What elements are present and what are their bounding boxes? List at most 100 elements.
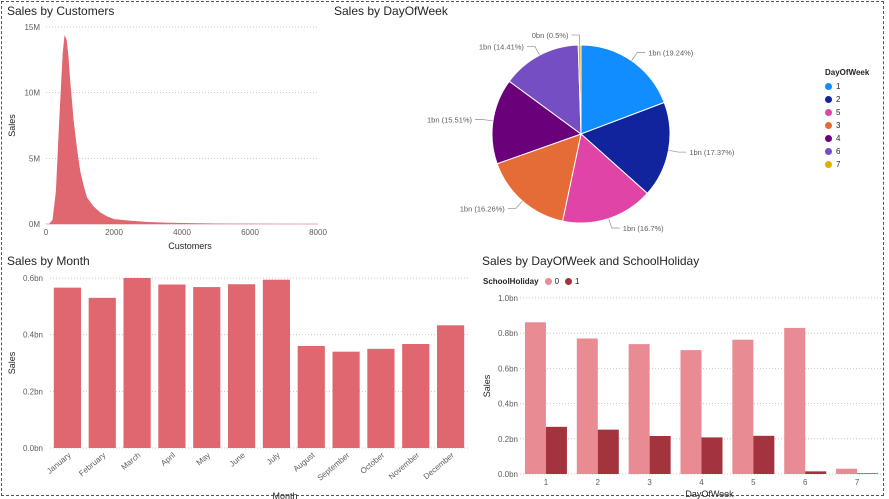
legend-title: SchoolHoliday xyxy=(483,277,539,286)
x-tick-label: 5 xyxy=(751,478,756,487)
pie-leader-line xyxy=(668,149,687,153)
bar-july xyxy=(262,279,291,448)
pie-leader-line xyxy=(631,52,646,61)
bar-day5-holiday1 xyxy=(753,435,775,474)
x-tick-label: March xyxy=(120,451,143,472)
bar-march xyxy=(123,278,151,448)
x-tick-label: July xyxy=(265,451,282,467)
sales-by-dayofweek-visual[interactable]: Sales by DayOfWeek 1bn (19.24%) 1bn (17.3… xyxy=(329,2,884,252)
pie-data-label: 0bn (0.5%) xyxy=(532,31,569,40)
pie-leader-line xyxy=(526,45,540,56)
bar-january xyxy=(53,287,82,448)
legend-item-3[interactable]: 3 xyxy=(825,119,869,132)
y-tick-label: 15M xyxy=(24,23,40,32)
legend-marker xyxy=(544,278,552,285)
x-tick-label: April xyxy=(159,451,177,468)
legend-marker xyxy=(825,83,832,90)
visual-title: Sales by Customers xyxy=(7,4,115,18)
pie-legend: DayOfWeek 1 2 5 3 4 6 7 xyxy=(825,68,869,171)
pie-slice-6 xyxy=(508,44,582,136)
legend-label: 7 xyxy=(836,160,841,169)
legend-item-0[interactable]: 0 xyxy=(554,277,560,286)
y-tick-label: 0.4bn xyxy=(23,331,43,340)
sales-by-month-chart: 0.0bn 0.2bn 0.4bn 0.6bn January February March… xyxy=(7,274,468,499)
y-tick-label: 1.0bn xyxy=(498,294,518,303)
bar-day3-holiday0 xyxy=(628,344,650,474)
x-tick-label: June xyxy=(228,450,247,468)
bar-day6-holiday1 xyxy=(805,471,827,474)
bar-day6-holiday0 xyxy=(784,327,806,474)
visual-title: Sales by DayOfWeek and SchoolHoliday xyxy=(482,254,700,268)
y-tick-label: 0.4bn xyxy=(498,400,518,409)
legend-item-4[interactable]: 4 xyxy=(825,132,869,145)
y-tick-label: 5M xyxy=(29,154,40,163)
legend-marker xyxy=(825,109,832,116)
x-tick-label: December xyxy=(422,450,456,481)
bar-september xyxy=(332,351,360,448)
y-axis-title: Sales xyxy=(482,374,492,397)
x-tick-label: 6 xyxy=(803,478,808,487)
bar-october xyxy=(367,348,395,448)
legend-item-7[interactable]: 7 xyxy=(825,158,869,171)
sales-by-dayofweek-and-schoolholiday-visual[interactable]: Sales by DayOfWeek and SchoolHoliday Sch… xyxy=(477,252,885,499)
y-tick-label: 0.8bn xyxy=(498,329,518,338)
y-tick-label: 0.6bn xyxy=(498,364,518,373)
y-tick-label: 0.0bn xyxy=(498,470,518,479)
legend-label: 4 xyxy=(836,134,841,143)
pie-data-label: 1bn (19.24%) xyxy=(648,49,694,58)
legend-item-5[interactable]: 5 xyxy=(825,106,869,119)
x-tick-label: 0 xyxy=(44,228,49,237)
pie-slice-2 xyxy=(580,101,671,195)
pie-leader-line xyxy=(475,119,494,122)
bar-december xyxy=(436,325,465,448)
y-tick-label: 0.2bn xyxy=(23,387,43,396)
x-tick-label: September xyxy=(316,450,352,482)
sales-by-customers-chart: 0M 5M 10M 15M 0 2000 4000 6000 8000 Customers Sale… xyxy=(7,23,327,251)
bar-day1-holiday0 xyxy=(524,322,546,474)
x-tick-label: October xyxy=(359,450,387,475)
x-tick-label: 2 xyxy=(596,478,601,487)
pie-leader-line xyxy=(571,34,581,46)
x-tick-label: 4000 xyxy=(173,228,191,237)
pie-leader-line xyxy=(608,218,620,229)
x-tick-label: August xyxy=(292,450,317,473)
x-axis-title: Month xyxy=(272,491,297,499)
bar-day1-holiday1 xyxy=(545,426,567,474)
bar-february xyxy=(88,297,116,448)
x-tick-label: November xyxy=(387,450,421,481)
bar-day2-holiday1 xyxy=(597,429,619,474)
y-tick-label: 0M xyxy=(29,220,40,229)
bar-day7-holiday0 xyxy=(836,468,858,474)
y-axis-title: Sales xyxy=(7,351,17,374)
y-tick-label: 10M xyxy=(24,89,40,98)
x-tick-label: 4 xyxy=(699,478,704,487)
bar-day3-holiday1 xyxy=(649,435,671,474)
x-tick-label: 2000 xyxy=(105,228,123,237)
legend-label: 2 xyxy=(836,95,841,104)
legend-marker xyxy=(825,122,832,129)
customers-distribution-area xyxy=(46,35,318,225)
bar-day2-holiday0 xyxy=(576,338,598,474)
legend-item-2[interactable]: 2 xyxy=(825,93,869,106)
legend-title: DayOfWeek xyxy=(825,68,870,77)
pie-leader-line xyxy=(507,200,523,209)
legend-marker xyxy=(825,148,832,155)
legend-item-1[interactable]: 1 xyxy=(825,80,869,93)
sales-by-dayofweek-and-schoolholiday-chart: 0.0bn 0.2bn 0.4bn 0.6bn 0.8bn 1.0bn 1 2 3 4 5 6 7 Day… xyxy=(482,294,883,499)
visual-title: Sales by DayOfWeek xyxy=(334,4,448,18)
sales-by-month-visual[interactable]: Sales by Month 0.0bn 0.2bn 0.4bn 0.6bn Janua… xyxy=(2,252,472,499)
legend-marker xyxy=(565,278,573,285)
pie-data-label: 1bn (16.7%) xyxy=(623,224,664,233)
legend-marker xyxy=(825,135,832,142)
x-axis-title: Customers xyxy=(168,241,212,251)
sales-by-customers-visual[interactable]: Sales by Customers 0M 5M 10M 15M 0 2000 4000 60… xyxy=(2,2,327,252)
bar-november xyxy=(402,344,430,448)
sales-by-dayofweek-pie: 1bn (19.24%) 1bn (17.37%) 1bn (16.7%) 1bn (… xyxy=(427,31,735,233)
bar-day7-holiday1 xyxy=(857,473,879,474)
pie-data-label: 1bn (17.37%) xyxy=(689,148,735,157)
legend-item-6[interactable]: 6 xyxy=(825,145,869,158)
bar-august xyxy=(297,346,325,448)
x-tick-label: 7 xyxy=(855,478,860,487)
legend-item-1[interactable]: 1 xyxy=(575,277,580,286)
